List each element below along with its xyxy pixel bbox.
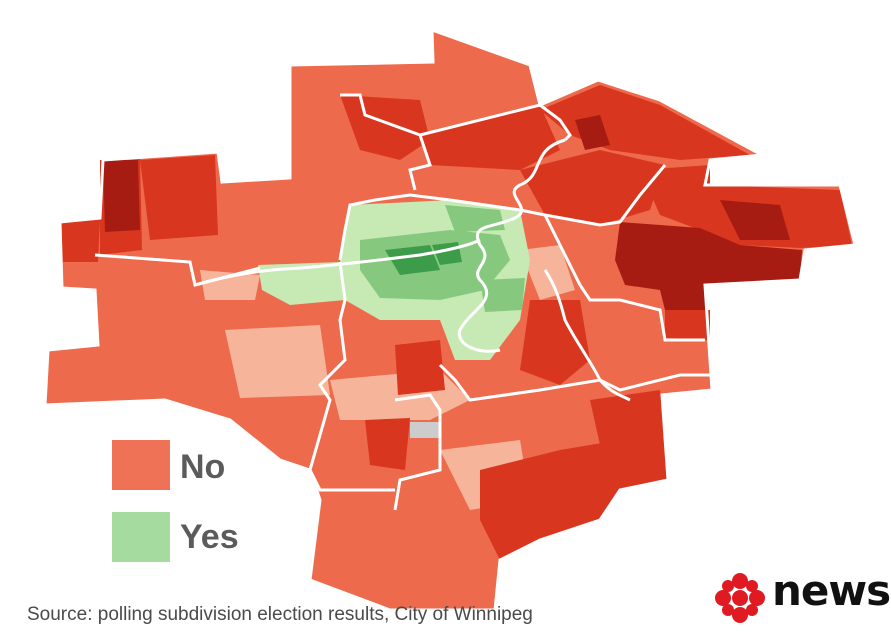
region-no-strong: [340, 95, 430, 160]
ward-boundary: [308, 261, 395, 492]
region-no-strong: [480, 440, 668, 560]
region-no-strong: [520, 150, 665, 225]
region-no-strong: [420, 105, 560, 170]
region-yes-light: [258, 262, 345, 305]
ward-boundary: [543, 214, 705, 342]
region-no-darkest: [720, 200, 790, 240]
region-no-light: [225, 325, 330, 398]
ward-boundary: [544, 164, 667, 227]
region-yes-mid: [480, 278, 525, 312]
region-no-strong: [590, 390, 665, 445]
region-no-strong: [520, 300, 590, 385]
ward-boundary: [43, 27, 857, 612]
region-no-data: [410, 422, 440, 438]
cbc-gem-icon: [715, 573, 765, 623]
logo-wordmark: news: [772, 566, 891, 615]
seine-river: [543, 269, 631, 402]
region-no-light: [200, 270, 260, 300]
region-no-darkest: [575, 115, 610, 150]
region-no-strong: [365, 418, 410, 470]
region-no-strong: [60, 220, 100, 262]
region-no-darkest: [615, 222, 802, 310]
region-no-strong: [140, 155, 218, 240]
legend-yes-label: Yes: [180, 518, 239, 556]
legend-no-swatch: [112, 440, 170, 490]
region-no-darkest: [103, 160, 140, 232]
ward-boundary: [438, 363, 710, 402]
legend-yes-swatch: [112, 512, 170, 562]
ward-boundary: [419, 103, 572, 142]
red-river: [457, 138, 566, 353]
legend-no-label: No: [180, 448, 226, 486]
ward-boundary: [94, 253, 261, 287]
ward-boundary: [338, 193, 546, 261]
region-no-strong: [395, 340, 445, 395]
ward-boundary: [393, 393, 442, 511]
region-no-strong: [665, 310, 710, 340]
source-credit: Source: polling subdivision election res…: [27, 604, 533, 625]
